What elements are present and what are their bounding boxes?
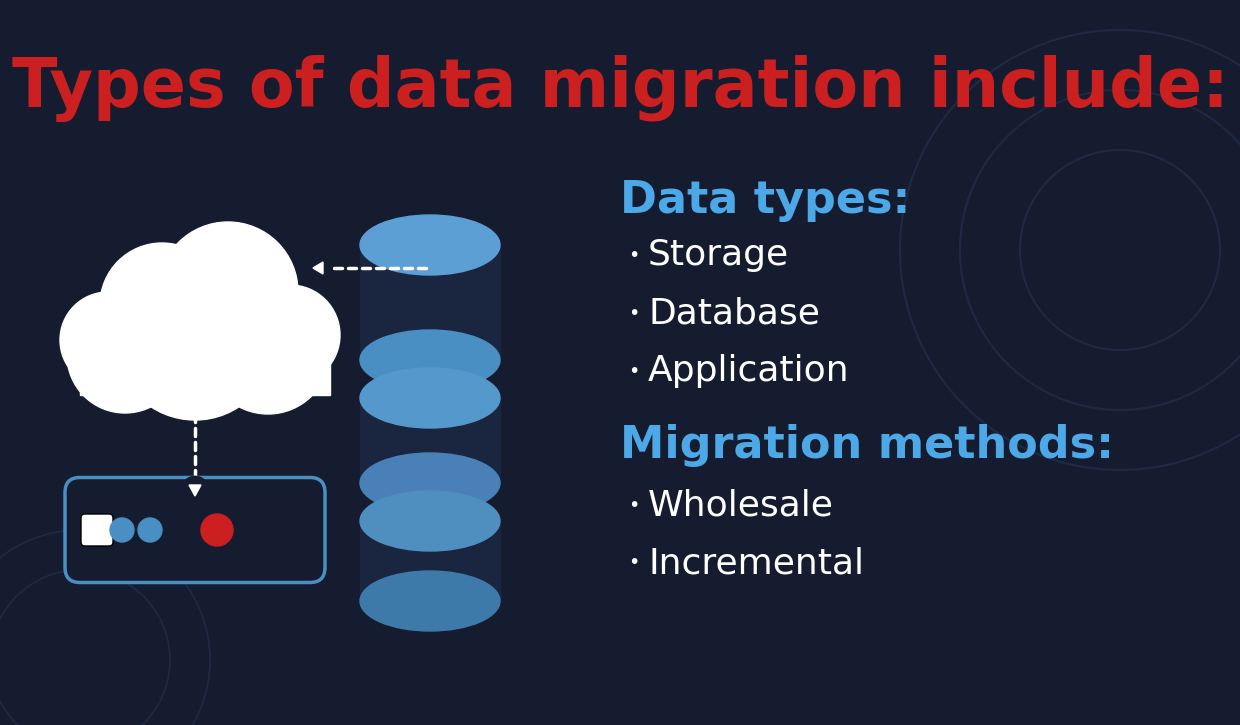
Text: Wholesale: Wholesale [649,488,833,522]
Circle shape [67,297,184,413]
Bar [360,245,500,360]
Ellipse shape [360,368,500,428]
Ellipse shape [360,330,500,390]
Text: •: • [627,304,640,323]
Text: Data types:: Data types: [620,178,910,222]
Circle shape [115,260,275,420]
Circle shape [241,285,340,385]
Text: Application: Application [649,354,849,388]
FancyBboxPatch shape [81,514,113,546]
Circle shape [60,292,156,388]
Text: •: • [627,246,640,265]
Circle shape [305,255,331,281]
Text: Incremental: Incremental [649,546,864,580]
Ellipse shape [360,491,500,551]
Text: •: • [627,362,640,381]
Text: Database: Database [649,296,820,330]
Text: •: • [627,495,640,515]
Text: Migration methods:: Migration methods: [620,423,1114,466]
Circle shape [138,518,162,542]
Text: Types of data migration include:: Types of data migration include: [11,54,1229,122]
Bar [360,398,500,483]
Ellipse shape [360,453,500,513]
Bar [360,521,500,601]
Ellipse shape [360,571,500,631]
Circle shape [100,243,224,367]
Text: •: • [627,553,640,573]
Circle shape [110,518,134,542]
Bar [81,340,330,395]
Circle shape [157,222,298,362]
Circle shape [182,477,208,503]
FancyBboxPatch shape [64,478,325,582]
Polygon shape [312,262,322,274]
Circle shape [206,290,330,414]
Polygon shape [188,485,201,496]
Circle shape [201,514,233,546]
Ellipse shape [360,215,500,275]
Text: Storage: Storage [649,238,789,272]
